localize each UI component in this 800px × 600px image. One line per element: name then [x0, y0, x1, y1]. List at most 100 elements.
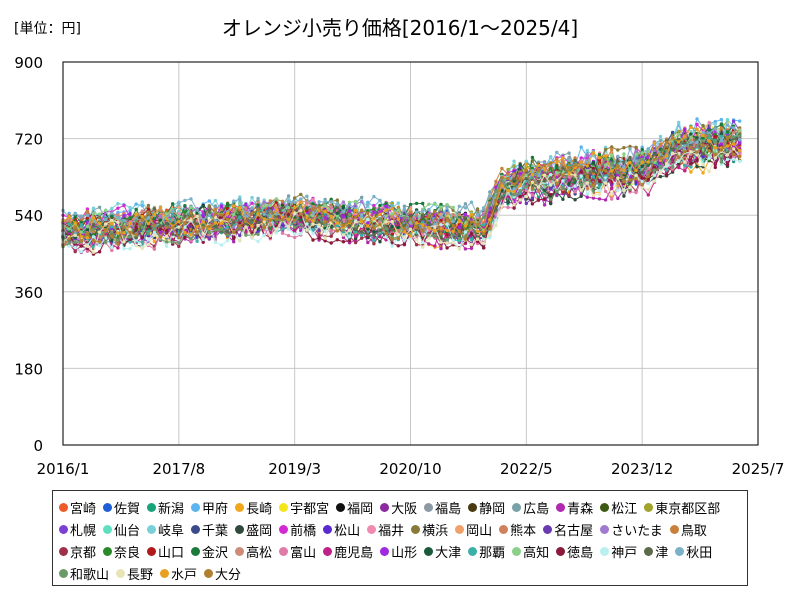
data-point [140, 209, 144, 213]
data-point [640, 164, 644, 168]
data-point [177, 241, 181, 245]
data-point [579, 145, 583, 149]
data-point [439, 223, 443, 227]
data-point [116, 246, 120, 250]
data-point [335, 202, 339, 207]
data-point [640, 147, 644, 152]
data-point [262, 204, 266, 208]
data-point [567, 178, 571, 182]
data-point [232, 212, 236, 217]
data-point [719, 162, 724, 167]
data-point [341, 240, 346, 244]
data-point [146, 203, 151, 208]
data-point [707, 156, 711, 160]
data-point [335, 214, 339, 219]
data-point [134, 207, 138, 212]
data-point [427, 242, 431, 246]
data-point [152, 239, 157, 244]
data-point [512, 193, 516, 197]
data-point [634, 190, 638, 195]
data-point [79, 249, 84, 254]
data-point [725, 123, 730, 127]
data-point [713, 135, 717, 139]
data-point [445, 233, 449, 237]
data-point [372, 203, 376, 208]
data-point [360, 195, 364, 199]
data-point [542, 197, 547, 201]
data-point [335, 198, 339, 202]
data-point [225, 202, 230, 206]
data-point [683, 144, 687, 148]
data-point [384, 204, 388, 208]
data-point [353, 234, 358, 238]
data-point [323, 203, 327, 208]
data-point [311, 198, 315, 202]
data-point [262, 200, 266, 204]
data-point [128, 208, 132, 213]
data-point [463, 202, 468, 206]
data-point [408, 202, 413, 207]
data-point [366, 202, 370, 207]
data-point [549, 173, 553, 177]
data-point [372, 238, 376, 243]
data-point [396, 201, 400, 205]
data-point [628, 171, 632, 175]
data-point [183, 198, 187, 203]
data-point [512, 159, 516, 163]
data-point [603, 147, 608, 152]
data-point [512, 180, 516, 184]
data-point [597, 152, 602, 157]
data-point [695, 117, 699, 121]
data-point [402, 208, 407, 212]
data-point [738, 128, 742, 133]
data-point [110, 214, 114, 218]
data-point [427, 208, 431, 212]
data-point [634, 152, 638, 156]
data-point [414, 243, 419, 247]
data-point [597, 197, 602, 201]
data-point [683, 163, 687, 168]
data-point [201, 210, 205, 214]
data-point [652, 152, 657, 157]
data-point [451, 219, 455, 224]
data-point [451, 232, 455, 236]
data-point [658, 174, 663, 179]
data-point [713, 127, 717, 131]
data-point [567, 158, 571, 162]
data-point [719, 142, 724, 146]
data-point [293, 196, 297, 200]
data-point [232, 199, 236, 203]
data-point [360, 214, 364, 218]
data-point [701, 152, 705, 156]
series-line [62, 135, 740, 243]
data-point [549, 187, 553, 191]
data-point [573, 158, 577, 163]
data-point [610, 145, 614, 149]
data-point [567, 186, 571, 191]
data-point [317, 200, 321, 204]
data-point [268, 203, 272, 208]
data-point [305, 206, 309, 210]
data-point [238, 233, 242, 238]
data-point [725, 117, 730, 122]
data-point [652, 148, 657, 152]
data-point [85, 213, 90, 218]
data-point [110, 248, 114, 253]
data-point [213, 228, 218, 232]
data-point [408, 237, 413, 241]
data-point [128, 205, 132, 210]
data-point [573, 184, 577, 188]
grid-lines [62, 61, 759, 446]
data-point [610, 153, 614, 157]
data-point [317, 228, 321, 233]
data-point [622, 165, 626, 169]
data-point [701, 123, 705, 128]
data-point [628, 147, 632, 151]
data-point [232, 240, 236, 244]
data-point [104, 217, 108, 222]
data-point [506, 205, 510, 210]
data-point [238, 215, 242, 219]
data-point [390, 228, 394, 232]
data-point [207, 231, 211, 235]
data-point [731, 119, 736, 123]
